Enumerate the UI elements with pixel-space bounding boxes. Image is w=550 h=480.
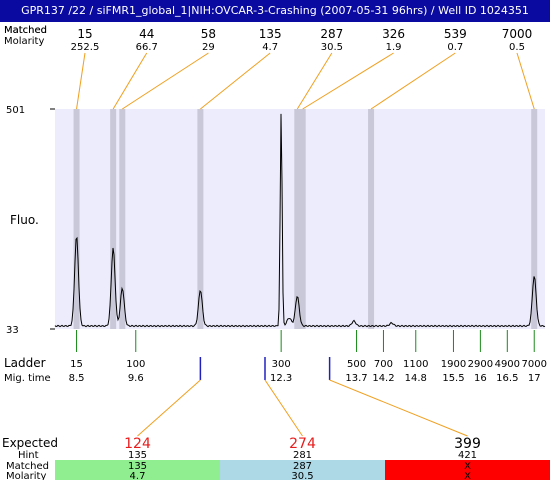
ladder-time-label: 13.7	[345, 373, 367, 384]
expected-label: Expected	[2, 436, 58, 450]
peak-molarity-label: 1.9	[386, 42, 402, 53]
peak-band	[73, 109, 80, 329]
peak-molarity-label: 4.7	[262, 42, 278, 53]
expected-connector	[264, 379, 303, 437]
peak-size-label: 326	[382, 27, 405, 41]
peak-connector	[302, 52, 394, 110]
ladder-time-label: 9.6	[128, 373, 144, 384]
fluorescence-trace	[54, 113, 546, 328]
peak-connector	[200, 52, 271, 110]
peak-molarity-label: 30.5	[321, 42, 343, 53]
molarity-header-label: Molarity	[4, 36, 44, 47]
ladder-size-label: 15	[70, 359, 83, 370]
ladder-time-label: 14.2	[372, 373, 394, 384]
peak-molarity-label: 29	[202, 42, 215, 53]
ladder-time-label: 16	[474, 373, 487, 384]
ladder-size-label: 500	[347, 359, 366, 370]
ytick-top: 501	[6, 105, 25, 116]
peak-connector	[296, 52, 333, 110]
expected-value: 399	[454, 436, 481, 452]
peak-connector	[516, 52, 535, 110]
mig-time-label: Mig. time	[4, 373, 51, 384]
molarity-value: 30.5	[291, 471, 313, 480]
peak-size-label: 58	[201, 27, 216, 41]
hint-value: 135	[128, 450, 147, 461]
molarity-value: X	[464, 471, 471, 480]
ladder-size-label: 1100	[403, 359, 428, 370]
ladder-size-label: 2900	[468, 359, 493, 370]
chart-title: GPR137 /22 / siFMR1_global_1|NIH:OVCAR-3…	[0, 0, 550, 22]
peak-molarity-label: 66.7	[136, 42, 158, 53]
ladder-time-label: 16.5	[496, 373, 518, 384]
peak-size-label: 287	[320, 27, 343, 41]
ladder-time-label: 12.3	[270, 373, 292, 384]
matched-value: 135	[128, 461, 147, 472]
expected-value: 274	[289, 436, 316, 452]
matched-box	[385, 460, 550, 480]
ladder-size-label: 7000	[522, 359, 547, 370]
expected-connector	[329, 379, 468, 437]
matched-box	[220, 460, 385, 480]
peak-molarity-label: 0.5	[509, 42, 525, 53]
peak-size-label: 15	[77, 27, 92, 41]
ladder-time-label: 14.8	[405, 373, 427, 384]
matched-header-label: Matched	[4, 25, 47, 36]
hint-label: Hint	[18, 450, 39, 461]
peak-connector	[112, 52, 148, 110]
peak-band	[299, 109, 306, 329]
ladder-size-label: 4900	[495, 359, 520, 370]
peak-band	[294, 109, 301, 329]
matched-value: 287	[293, 461, 312, 472]
peak-band	[110, 109, 117, 329]
ladder-size-label: 1900	[441, 359, 466, 370]
peak-size-label: 539	[444, 27, 467, 41]
hint-value: 421	[458, 450, 477, 461]
peak-molarity-label: 0.7	[447, 42, 463, 53]
ladder-time-label: 17	[528, 373, 541, 384]
peak-band	[119, 109, 126, 329]
y-axis-label: Fluo.	[10, 213, 39, 227]
ytick-bottom: 33	[6, 325, 19, 336]
peak-band	[197, 109, 204, 329]
ladder-time-label: 8.5	[69, 373, 85, 384]
peak-size-label: 7000	[502, 27, 533, 41]
peak-connector	[122, 52, 209, 110]
hint-value: 281	[293, 450, 312, 461]
ladder-time-label: 15.5	[442, 373, 464, 384]
peak-connector	[76, 52, 86, 110]
molarity-value: 4.7	[130, 471, 146, 480]
matched-box	[55, 460, 220, 480]
expected-connector	[137, 379, 201, 437]
peak-band	[368, 109, 375, 329]
peak-connector	[370, 52, 456, 110]
size-header-label: Matched	[4, 25, 47, 36]
matched-value: X	[464, 461, 471, 472]
peak-size-label: 44	[139, 27, 154, 41]
matched-label: Matched	[6, 461, 49, 472]
ladder-size-label: 300	[272, 359, 291, 370]
ladder-label: Ladder	[4, 356, 46, 370]
ladder-size-label: 700	[374, 359, 393, 370]
peak-band	[531, 109, 538, 329]
ladder-size-label: 100	[126, 359, 145, 370]
molarity-label: Molarity	[6, 471, 46, 480]
expected-value: 124	[124, 436, 151, 452]
peak-molarity-label: 252.5	[71, 42, 100, 53]
peak-size-label: 135	[259, 27, 282, 41]
